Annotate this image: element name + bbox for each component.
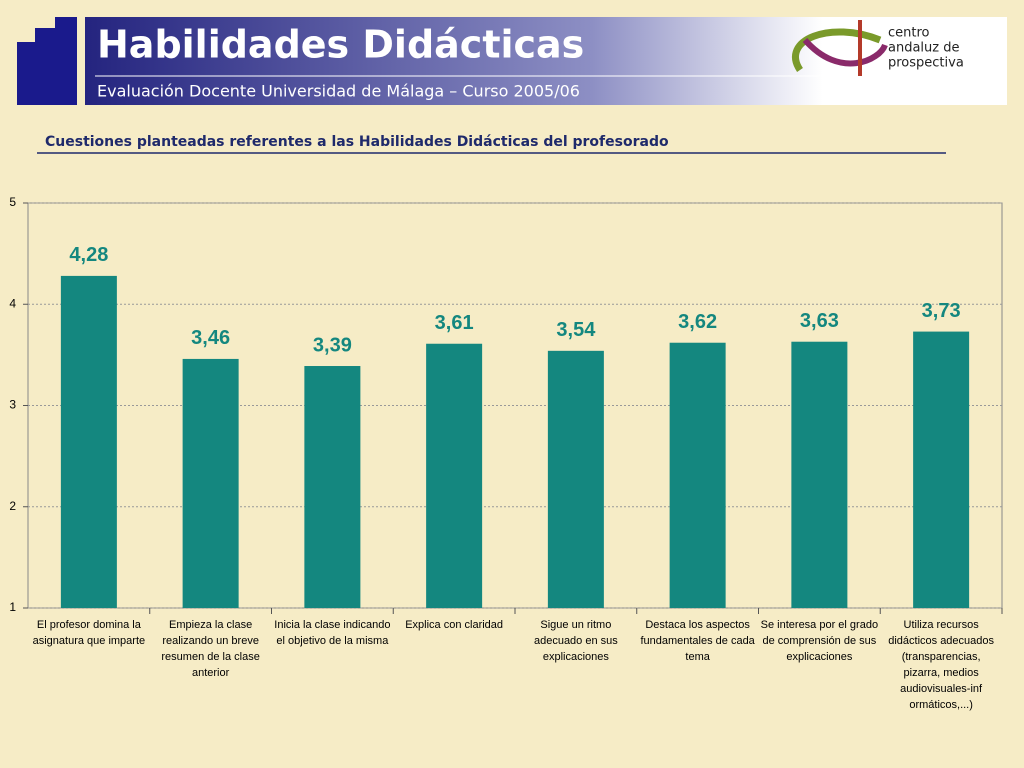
bar (547, 350, 604, 608)
deco-block (17, 42, 35, 105)
logo-arc (802, 37, 888, 67)
data-label: 3,39 (313, 334, 352, 356)
bar (913, 331, 970, 608)
data-label: 3,73 (922, 300, 961, 322)
x-tick-label: Sigue un ritmo adecuado en sus explicaci… (533, 619, 618, 663)
chart-title: Cuestiones planteadas referentes a las H… (45, 134, 669, 150)
bar (669, 342, 726, 608)
bar (60, 275, 117, 608)
data-label: 3,63 (800, 310, 839, 332)
bar (791, 341, 848, 608)
data-label: 4,28 (69, 244, 108, 266)
bar (426, 343, 483, 608)
logo-text: centro (888, 26, 930, 41)
logo-text: andaluz de (888, 41, 959, 56)
header-title: Habilidades Didácticas (97, 23, 584, 67)
header-subtitle: Evaluación Docente Universidad de Málaga… (97, 82, 580, 101)
data-label: 3,61 (435, 312, 474, 334)
data-label: 3,46 (191, 327, 230, 349)
y-tick-label: 4 (9, 296, 16, 310)
x-tick-label: Inicia la clase indicando el objetivo de… (274, 619, 391, 647)
x-tick-label: Empieza la clase realizando un breve res… (161, 619, 260, 679)
bar (182, 358, 239, 608)
x-tick-label: Se interesa por el grado de comprensión … (760, 619, 879, 663)
logo-text: prospectiva (888, 56, 964, 71)
deco-block (35, 28, 55, 105)
logo-arc (792, 28, 882, 72)
data-label: 3,54 (556, 319, 596, 341)
plot-frame (27, 202, 1003, 609)
y-tick-label: 5 (9, 195, 16, 209)
y-tick-label: 1 (9, 600, 16, 614)
y-tick-label: 3 (9, 398, 16, 412)
deco-block (55, 17, 77, 105)
x-tick-label: Explica con claridad (405, 619, 504, 631)
y-tick-label: 2 (9, 499, 16, 513)
x-tick-label: El profesor domina la asignatura que imp… (32, 619, 146, 647)
x-tick-label: Utiliza recursos didácticos adecuados (t… (888, 619, 995, 711)
data-label: 3,62 (678, 311, 717, 333)
x-tick-label: Destaca los aspectos fundamentales de ca… (640, 619, 755, 663)
bar (304, 366, 361, 608)
